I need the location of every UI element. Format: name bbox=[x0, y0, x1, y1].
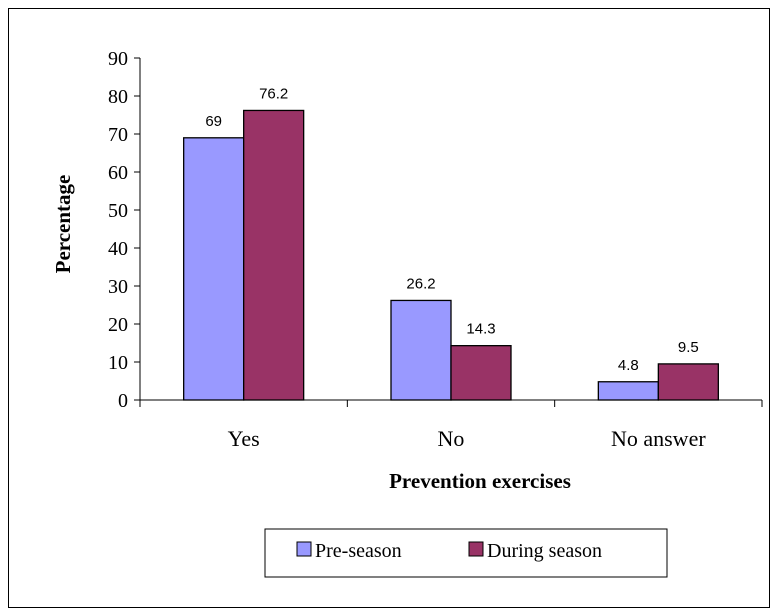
bar-during-season-no bbox=[450, 345, 512, 401]
bar-pre-season-yes bbox=[183, 137, 245, 401]
x-tick-label: No bbox=[438, 426, 465, 451]
y-tick-label: 70 bbox=[108, 124, 128, 146]
x-axis-title: Prevention exercises bbox=[389, 469, 571, 493]
legend-label-pre-season: Pre-season bbox=[315, 540, 402, 562]
bar-pre-season-no bbox=[390, 299, 452, 401]
bars bbox=[183, 109, 719, 401]
y-tick-label: 90 bbox=[108, 48, 128, 70]
y-tick-label: 10 bbox=[108, 352, 128, 374]
data-label: 9.5 bbox=[678, 339, 699, 356]
y-tick-label: 20 bbox=[108, 314, 128, 336]
data-label: 14.3 bbox=[466, 321, 495, 338]
legend-label-during-season: During season bbox=[487, 540, 602, 562]
bar-during-season-no-answer bbox=[657, 363, 719, 401]
x-axis bbox=[139, 399, 763, 407]
y-tick-label: 50 bbox=[108, 200, 128, 222]
bar-during-season-yes bbox=[243, 109, 305, 401]
x-tick-label: Yes bbox=[228, 426, 260, 451]
data-label: 4.8 bbox=[618, 357, 639, 374]
y-tick-label: 0 bbox=[118, 390, 128, 412]
data-labels: 69 76.2 26.2 14.3 4.8 9.5 bbox=[205, 85, 698, 373]
data-label: 76.2 bbox=[259, 85, 288, 102]
legend-swatch-pre-season bbox=[296, 541, 312, 557]
y-tick-label: 80 bbox=[108, 86, 128, 108]
data-label: 26.2 bbox=[406, 275, 435, 292]
bar-pre-season-no-answer bbox=[597, 381, 659, 401]
y-tick-label: 30 bbox=[108, 276, 128, 298]
legend: Pre-season During season bbox=[264, 528, 668, 578]
data-label: 69 bbox=[205, 113, 222, 130]
category-labels: Yes No No answer bbox=[228, 426, 707, 451]
y-axis-title: Percentage bbox=[51, 175, 75, 274]
legend-box bbox=[264, 528, 668, 578]
bar-chart: 0 10 20 30 40 50 60 70 80 90 69 76.2 26.2 14.3 4.8 9.5… bbox=[51, 48, 763, 578]
x-tick-label: No answer bbox=[611, 426, 706, 451]
y-tick-label: 60 bbox=[108, 162, 128, 184]
y-tick-label: 40 bbox=[108, 238, 128, 260]
y-axis: 0 10 20 30 40 50 60 70 80 90 bbox=[108, 48, 141, 412]
legend-swatch-during-season bbox=[468, 541, 484, 557]
